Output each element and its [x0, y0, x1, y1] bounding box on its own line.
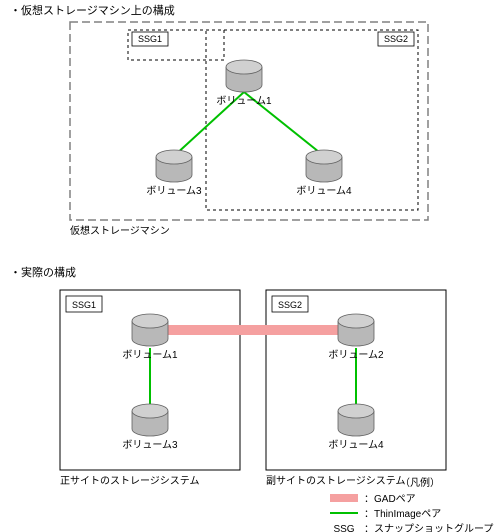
ssg-label: SSG2 — [384, 34, 408, 44]
volume-label: ボリューム4 — [328, 439, 384, 451]
ssg-label: SSG1 — [138, 34, 162, 44]
volume-label: ボリューム4 — [296, 185, 352, 197]
volume-v2 — [338, 314, 374, 346]
legend-ssg-prefix: SSG — [333, 524, 354, 532]
volume-v3 — [156, 150, 192, 182]
ssg2-box — [206, 30, 418, 210]
legend-title: （凡例） — [400, 476, 440, 489]
legend-label: ：ThinImageペア — [364, 509, 441, 520]
ssg-label: SSG1 — [72, 300, 96, 310]
volume-label: ボリューム2 — [328, 349, 384, 361]
virtual-storage-machine-box — [70, 22, 428, 220]
volume-label: ボリューム3 — [146, 185, 202, 197]
volume-label: ボリューム1 — [122, 349, 178, 361]
virtual-storage-machine-label: 仮想ストレージマシン — [70, 224, 170, 237]
legend-label: ：GADペア — [364, 494, 416, 505]
volume-v1 — [226, 60, 262, 92]
volume-v4 — [306, 150, 342, 182]
ssg-label: SSG2 — [278, 300, 302, 310]
legend-gad-swatch — [330, 494, 358, 502]
volume-v3 — [132, 404, 168, 436]
legend-label: ：スナップショットグループ — [364, 522, 493, 532]
volume-label: ボリューム1 — [216, 95, 272, 107]
volume-v4 — [338, 404, 374, 436]
volume-label: ボリューム3 — [122, 439, 178, 451]
right-storage-label: 副サイトのストレージシステム — [266, 475, 406, 487]
section2-title: ・実際の構成 — [10, 265, 76, 279]
left-storage-label: 正サイトのストレージシステム — [60, 475, 200, 487]
volume-v1 — [132, 314, 168, 346]
section1-title: ・仮想ストレージマシン上の構成 — [10, 3, 175, 17]
